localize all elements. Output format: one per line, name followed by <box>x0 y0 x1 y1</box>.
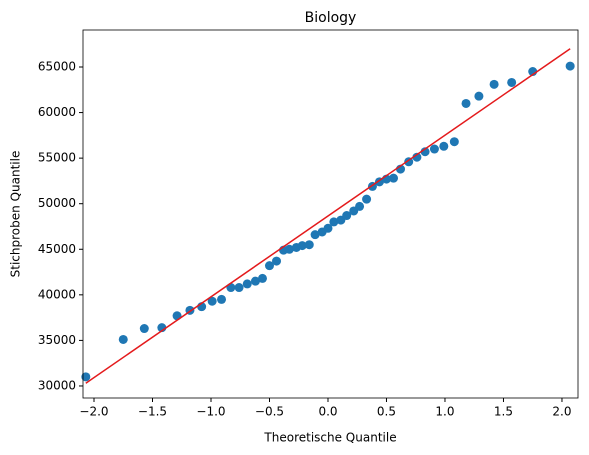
chart-title: Biology <box>305 10 357 26</box>
point <box>234 283 244 293</box>
plot-frame <box>82 29 579 399</box>
x-tick-label: −0.5 <box>255 405 284 419</box>
x-tick-label: 1.5 <box>494 405 513 419</box>
point <box>323 223 333 233</box>
point <box>489 79 499 89</box>
point <box>81 372 91 382</box>
point <box>449 137 459 147</box>
y-tick-label: 55000 <box>38 151 76 165</box>
y-tick-label: 50000 <box>38 196 76 210</box>
x-tick-label: −2.0 <box>79 405 108 419</box>
point <box>217 294 227 304</box>
x-tick-label: 2.0 <box>552 405 571 419</box>
point <box>304 240 314 250</box>
point <box>264 261 274 271</box>
point <box>389 173 399 183</box>
fit-line <box>85 48 571 384</box>
x-axis-label: Theoretische Quantile <box>263 431 396 445</box>
point <box>439 141 449 151</box>
y-tick-label: 65000 <box>38 60 76 74</box>
y-axis-label: Stichproben Quantile <box>9 151 23 278</box>
x-tick-label: 1.0 <box>435 405 454 419</box>
y-tick-label: 35000 <box>38 333 76 347</box>
point <box>310 230 320 240</box>
x-tick-label: −1.5 <box>138 405 167 419</box>
point <box>565 61 575 71</box>
y-tick-label: 30000 <box>38 378 76 392</box>
point <box>355 201 365 211</box>
point <box>139 324 149 334</box>
y-tick-label: 60000 <box>38 105 76 119</box>
x-tick-label: 0.0 <box>318 405 337 419</box>
point <box>250 276 260 286</box>
point <box>429 144 439 154</box>
point <box>474 91 484 101</box>
point <box>362 194 372 204</box>
point <box>342 211 352 221</box>
x-tick-label: −1.0 <box>196 405 225 419</box>
point <box>272 256 282 266</box>
point <box>461 98 471 108</box>
point <box>507 77 517 87</box>
point <box>242 279 252 289</box>
x-tick-label: 0.5 <box>377 405 396 419</box>
point <box>297 241 307 251</box>
y-tick-label: 45000 <box>38 242 76 256</box>
point <box>420 147 430 157</box>
point <box>207 296 217 306</box>
y-tick-label: 40000 <box>38 287 76 301</box>
point <box>118 334 128 344</box>
point <box>412 152 422 162</box>
point <box>257 273 267 283</box>
point <box>329 217 339 227</box>
point <box>284 244 294 254</box>
